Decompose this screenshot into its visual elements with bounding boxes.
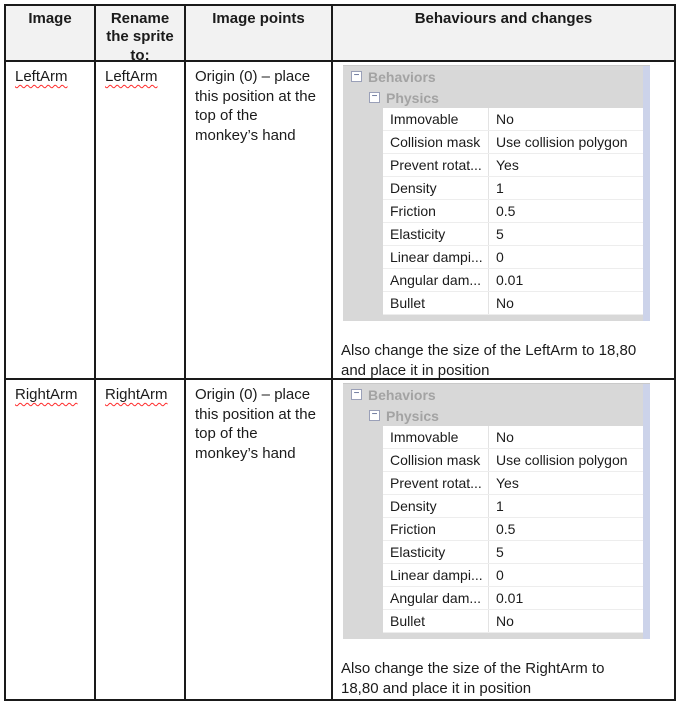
leftarm-image-label: LeftArm	[15, 68, 68, 85]
property-row[interactable]: Density 1	[383, 495, 643, 518]
leftarm-image-points-cell: Origin (0) – place this position at the …	[186, 62, 331, 378]
leftarm-rename-cell: LeftArm	[96, 62, 184, 378]
panel-footer	[343, 315, 643, 321]
property-row[interactable]: Immovable No	[383, 426, 643, 449]
property-name: Bullet	[390, 295, 426, 311]
property-value[interactable]: No	[488, 426, 643, 448]
rightarm-image-points-cell: Origin (0) – place this position at the …	[186, 380, 331, 699]
property-row[interactable]: Angular dam... 0.01	[383, 269, 643, 292]
rightarm-size-note: Also change the size of the RightArm to …	[341, 660, 605, 697]
property-name: Bullet	[390, 613, 426, 629]
property-value[interactable]: 0	[488, 564, 643, 586]
physics-group-label: Physics	[386, 89, 439, 106]
rightarm-behaviours-cell: − Behaviors − Physics Immovable No Collisi…	[333, 380, 674, 699]
instruction-table: Image Rename the sprite to: Image points…	[4, 4, 676, 701]
property-name: Collision mask	[390, 452, 481, 468]
property-value[interactable]: Yes	[488, 154, 643, 176]
property-value[interactable]: 1	[488, 177, 643, 199]
property-row[interactable]: Collision mask Use collision polygon	[383, 449, 643, 472]
property-value[interactable]: No	[488, 108, 643, 130]
rightarm-image-label: RightArm	[15, 386, 78, 403]
leftarm-size-note: Also change the size of the LeftArm to 1…	[341, 342, 637, 378]
property-grid: Immovable No Collision mask Use collision p…	[343, 426, 643, 633]
rightarm-rename-label: RightArm	[105, 386, 168, 403]
property-row[interactable]: Linear dampi... 0	[383, 246, 643, 269]
properties-panel: − Behaviors − Physics Immovable No Collisi…	[343, 65, 650, 321]
leftarm-behaviours-cell: − Behaviors − Physics Immovable No Collisi…	[333, 62, 674, 378]
scrollbar[interactable]	[643, 384, 650, 639]
leftarm-rename-label: LeftArm	[105, 68, 158, 85]
collapse-physics-icon[interactable]: −	[369, 410, 380, 421]
property-value[interactable]: Yes	[488, 472, 643, 494]
header-image: Image	[6, 6, 94, 60]
rightarm-image-cell: RightArm	[6, 380, 94, 699]
property-row[interactable]: Linear dampi... 0	[383, 564, 643, 587]
property-row[interactable]: Friction 0.5	[383, 518, 643, 541]
property-value[interactable]: 0.5	[488, 200, 643, 222]
property-name: Friction	[390, 203, 436, 219]
leftarm-image-cell: LeftArm	[6, 62, 94, 378]
collapse-behaviors-icon[interactable]: −	[351, 389, 362, 400]
property-name: Angular dam...	[390, 590, 482, 606]
property-value[interactable]: 5	[488, 541, 643, 563]
property-value[interactable]: 0.01	[488, 587, 643, 609]
property-value[interactable]: 5	[488, 223, 643, 245]
behaviors-group-row: − Behaviors	[343, 66, 650, 87]
behaviors-group-label: Behaviors	[368, 68, 436, 85]
collapse-behaviors-icon[interactable]: −	[351, 71, 362, 82]
header-rename-sprite: Rename the sprite to:	[96, 6, 184, 60]
property-row[interactable]: Bullet No	[383, 292, 643, 315]
property-value[interactable]: Use collision polygon	[488, 449, 643, 471]
property-row[interactable]: Prevent rotat... Yes	[383, 472, 643, 495]
property-name: Elasticity	[390, 544, 446, 560]
property-row[interactable]: Collision mask Use collision polygon	[383, 131, 643, 154]
property-name: Elasticity	[390, 226, 446, 242]
leftarm-image-points-text: Origin (0) – place this position at the …	[195, 68, 316, 144]
property-grid: Immovable No Collision mask Use collision p…	[343, 108, 643, 315]
property-name: Density	[390, 180, 437, 196]
property-name: Immovable	[390, 429, 459, 445]
property-name: Angular dam...	[390, 272, 482, 288]
property-name: Prevent rotat...	[390, 475, 482, 491]
property-name: Friction	[390, 521, 436, 537]
properties-panel: − Behaviors − Physics Immovable No Collisi…	[343, 383, 650, 639]
property-name: Collision mask	[390, 134, 481, 150]
property-value[interactable]: Use collision polygon	[488, 131, 643, 153]
property-name: Prevent rotat...	[390, 157, 482, 173]
collapse-physics-icon[interactable]: −	[369, 92, 380, 103]
property-value[interactable]: 1	[488, 495, 643, 517]
property-name: Linear dampi...	[390, 249, 483, 265]
physics-group-label: Physics	[386, 407, 439, 424]
panel-footer	[343, 633, 643, 639]
property-name: Linear dampi...	[390, 567, 483, 583]
physics-group-row: − Physics	[343, 405, 650, 426]
rightarm-image-points-text: Origin (0) – place this position at the …	[195, 386, 316, 462]
property-value[interactable]: 0.5	[488, 518, 643, 540]
property-row[interactable]: Elasticity 5	[383, 223, 643, 246]
behaviors-group-row: − Behaviors	[343, 384, 650, 405]
property-name: Immovable	[390, 111, 459, 127]
property-name: Density	[390, 498, 437, 514]
header-behaviours-changes: Behaviours and changes	[333, 6, 674, 60]
property-row[interactable]: Angular dam... 0.01	[383, 587, 643, 610]
property-row[interactable]: Friction 0.5	[383, 200, 643, 223]
property-value[interactable]: No	[488, 610, 643, 632]
property-row[interactable]: Prevent rotat... Yes	[383, 154, 643, 177]
header-image-points: Image points	[186, 6, 331, 60]
property-row[interactable]: Elasticity 5	[383, 541, 643, 564]
scrollbar[interactable]	[643, 66, 650, 321]
property-row[interactable]: Density 1	[383, 177, 643, 200]
physics-group-row: − Physics	[343, 87, 650, 108]
property-value[interactable]: 0	[488, 246, 643, 268]
property-value[interactable]: No	[488, 292, 643, 314]
property-row[interactable]: Bullet No	[383, 610, 643, 633]
behaviors-group-label: Behaviors	[368, 386, 436, 403]
rightarm-rename-cell: RightArm	[96, 380, 184, 699]
property-row[interactable]: Immovable No	[383, 108, 643, 131]
property-value[interactable]: 0.01	[488, 269, 643, 291]
